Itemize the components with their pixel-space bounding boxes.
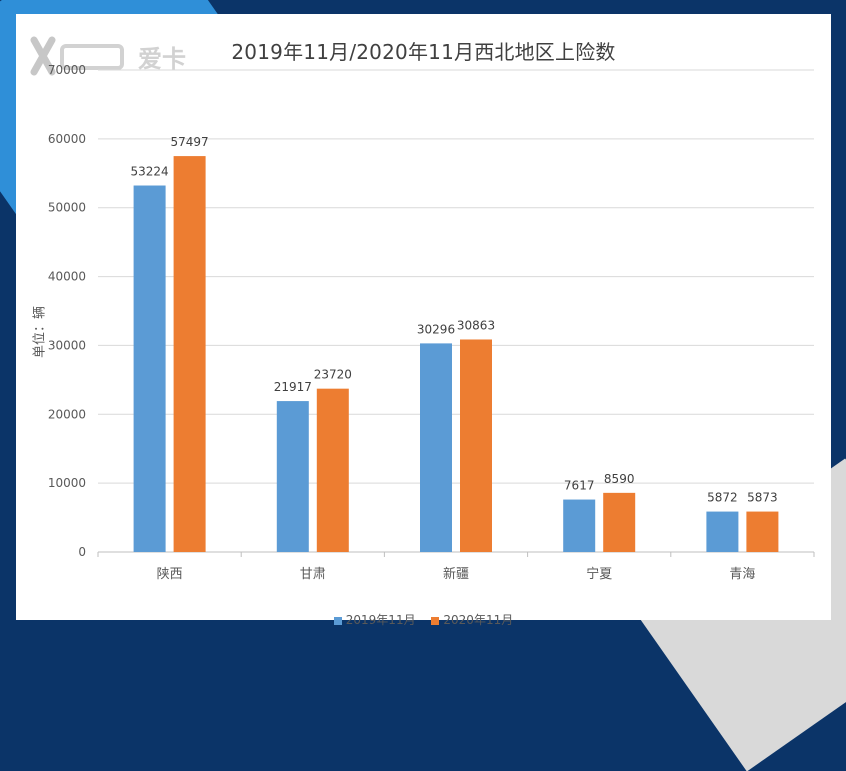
bar (173, 156, 206, 552)
legend-label-2020: 2020年11月 (443, 613, 514, 627)
data-label: 53224 (131, 165, 169, 179)
y-tick-label: 30000 (48, 338, 86, 352)
bar (563, 499, 596, 552)
bar (706, 511, 739, 552)
data-label: 8590 (604, 472, 635, 486)
data-label: 23720 (314, 368, 352, 382)
x-tick-label: 新疆 (443, 566, 469, 582)
data-label: 5872 (707, 491, 738, 505)
y-tick-label: 20000 (48, 407, 86, 421)
data-label: 57497 (171, 135, 209, 149)
legend-swatch-2020 (431, 616, 440, 625)
y-tick-label: 70000 (48, 63, 86, 77)
y-tick-label: 10000 (48, 476, 86, 490)
bar (603, 492, 636, 552)
legend-item-2019: 2019年11月 (333, 611, 416, 628)
chart-title: 2019年11月/2020年11月西北地区上险数 (231, 40, 616, 64)
y-tick-label: 40000 (48, 270, 86, 284)
bar (746, 511, 779, 552)
chart-panel: 爱卡 2019年11月/2020年11月西北地区上险数 单位：辆 0 10000 2… (16, 14, 831, 627)
legend-swatch-2019 (333, 616, 342, 625)
bar (460, 339, 492, 552)
bar (420, 343, 452, 552)
x-tick-label: 陕西 (157, 567, 183, 582)
x-tick-label: 甘肃 (300, 567, 326, 582)
data-label: 30296 (417, 322, 455, 336)
data-label: 7617 (564, 479, 595, 493)
bar (316, 388, 349, 552)
data-label: 21917 (274, 380, 312, 394)
legend-item-2020: 2020年11月 (431, 611, 513, 628)
bar (276, 401, 309, 552)
brand-logo: 爱卡 (30, 36, 186, 76)
y-tick-label: 0 (78, 545, 86, 559)
x-tick-label: 青海 (729, 567, 755, 582)
y-tick-label: 50000 (48, 201, 86, 215)
data-label: 30863 (457, 318, 495, 332)
data-label: 5873 (747, 491, 778, 505)
x-tick-label: 宁夏 (586, 566, 612, 582)
y-tick-label: 60000 (48, 132, 86, 146)
bar (133, 185, 166, 552)
logo-text: 爱卡 (138, 45, 186, 73)
legend-label-2019: 2019年11月 (345, 613, 416, 627)
bar-chart: 0 10000 20000 30000 40000 50000 60000 70000 5322… (48, 63, 815, 582)
legend: 2019年11月 2020年11月 (16, 611, 831, 628)
